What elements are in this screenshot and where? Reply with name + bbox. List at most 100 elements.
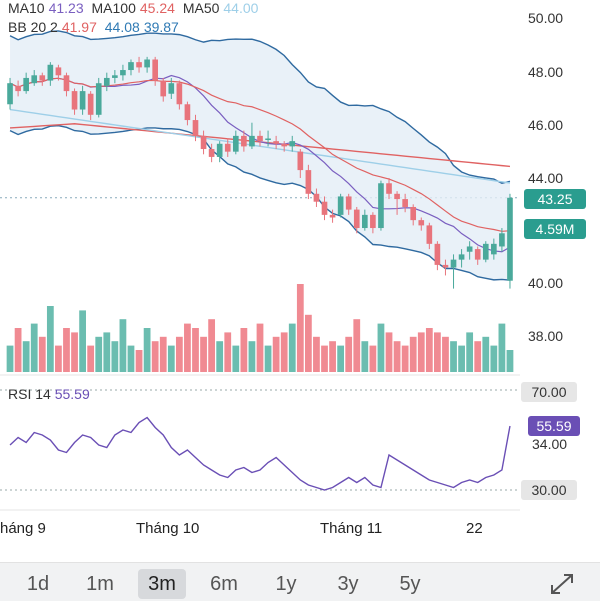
- volume-bar: [337, 345, 345, 372]
- volume-bar: [248, 341, 256, 372]
- candle-body: [466, 246, 473, 252]
- candle-body: [112, 75, 118, 78]
- candle-body: [71, 91, 78, 110]
- volume-bar: [159, 336, 167, 372]
- candle-body: [337, 196, 344, 215]
- candle-body: [410, 206, 417, 221]
- candle-body: [23, 77, 29, 92]
- range-1m-button[interactable]: 1m: [86, 573, 114, 595]
- rsi-value: 55.59: [54, 386, 90, 402]
- candle-body: [208, 149, 215, 157]
- volume-bar: [450, 341, 457, 372]
- bb-upper-value: 41.97: [61, 19, 97, 35]
- candle-body: [345, 196, 352, 210]
- volume-bar: [192, 328, 199, 372]
- candle-body: [491, 243, 497, 255]
- volume-bar: [151, 341, 159, 372]
- candle-body: [402, 199, 408, 207]
- candle-body: [249, 135, 255, 147]
- ma50-value: 44.00: [223, 0, 259, 16]
- ma-legend: MA10 41.23 MA100 45.24 MA50 44.00: [8, 0, 262, 16]
- volume-bar: [498, 323, 506, 372]
- volume-bar: [55, 345, 62, 372]
- candle-body: [55, 67, 62, 76]
- volume-bar: [272, 336, 280, 372]
- range-1d-button[interactable]: 1d: [26, 573, 50, 595]
- candle-body: [63, 75, 70, 92]
- range-1y-button[interactable]: 1y: [275, 573, 297, 595]
- ma100-label: MA100: [91, 0, 136, 16]
- range-3y-button[interactable]: 3y: [337, 573, 359, 595]
- candle-body: [281, 143, 288, 147]
- price-chart[interactable]: [0, 0, 600, 560]
- candle-body: [192, 120, 199, 136]
- candle-body: [458, 254, 465, 260]
- volume-bar: [14, 328, 22, 372]
- price-axis-label: 50.00: [528, 10, 564, 26]
- candle-body: [450, 259, 457, 268]
- price-axis-label: 44.00: [528, 170, 564, 186]
- volume-bar: [490, 345, 498, 372]
- volume-bar: [184, 323, 191, 372]
- volume-bar: [296, 284, 304, 372]
- candle-body: [103, 77, 110, 86]
- volume-bar: [417, 332, 425, 372]
- bb-lower-value: 39.87: [143, 19, 179, 35]
- bollinger-upper-line: [9, 30, 511, 185]
- volume-bar: [434, 332, 441, 372]
- volume-bar: [474, 341, 482, 372]
- candle-body: [289, 141, 296, 147]
- volume-bar: [103, 332, 111, 372]
- volume-bar: [167, 345, 175, 372]
- range-3m-button[interactable]: 3m: [138, 569, 186, 599]
- volume-bar: [385, 332, 393, 372]
- volume-bar: [30, 323, 38, 372]
- volume-bar: [127, 345, 135, 372]
- candle-body: [482, 243, 489, 260]
- rsi-level-70: 70.00: [521, 382, 577, 402]
- price-axis-label: 40.00: [528, 275, 564, 291]
- candle-body: [474, 249, 481, 260]
- rsi-label: RSI 14: [8, 386, 51, 402]
- candle-body: [499, 233, 505, 247]
- volume-bar: [200, 336, 207, 372]
- candle-body: [362, 214, 368, 229]
- volume-bar: [135, 350, 143, 372]
- candle-body: [426, 225, 433, 244]
- candle-body: [313, 193, 320, 202]
- candle-body: [79, 91, 86, 110]
- range-5y-button[interactable]: 5y: [399, 573, 421, 595]
- x-axis-label: Tháng 10: [136, 520, 200, 537]
- candle-body: [257, 135, 263, 142]
- volume-bar: [304, 314, 312, 372]
- expand-icon[interactable]: [548, 571, 576, 597]
- range-6m-button[interactable]: 6m: [210, 573, 238, 595]
- candle-body: [47, 64, 54, 81]
- ma10-value: 41.23: [48, 0, 84, 16]
- volume-bar: [240, 328, 248, 372]
- volume-bar: [329, 341, 336, 372]
- candle-body: [216, 143, 223, 157]
- volume-bar: [264, 345, 272, 372]
- volume-bar: [353, 319, 361, 372]
- x-axis-label: háng 9: [0, 520, 46, 537]
- volume-bar: [87, 345, 95, 372]
- volume-bar: [232, 345, 240, 372]
- candle-body: [353, 209, 360, 229]
- volume-bar: [175, 336, 183, 372]
- candle-body: [386, 183, 392, 194]
- volume-bar: [208, 319, 216, 372]
- bollinger-middle-line: [9, 77, 511, 232]
- candle-body: [394, 193, 400, 200]
- volume-bar: [79, 310, 86, 372]
- volume-bar: [482, 336, 490, 372]
- bb-legend: BB 20 2 41.97 44.08 39.87: [8, 19, 183, 35]
- bb-label: BB 20 2: [8, 19, 58, 35]
- volume-bar: [119, 319, 127, 372]
- ma10-label: MA10: [8, 0, 45, 16]
- candle-body: [39, 75, 46, 81]
- candle-body: [418, 220, 425, 226]
- candle-body: [160, 80, 167, 97]
- volume-bar: [63, 328, 70, 372]
- candle-body: [15, 85, 21, 92]
